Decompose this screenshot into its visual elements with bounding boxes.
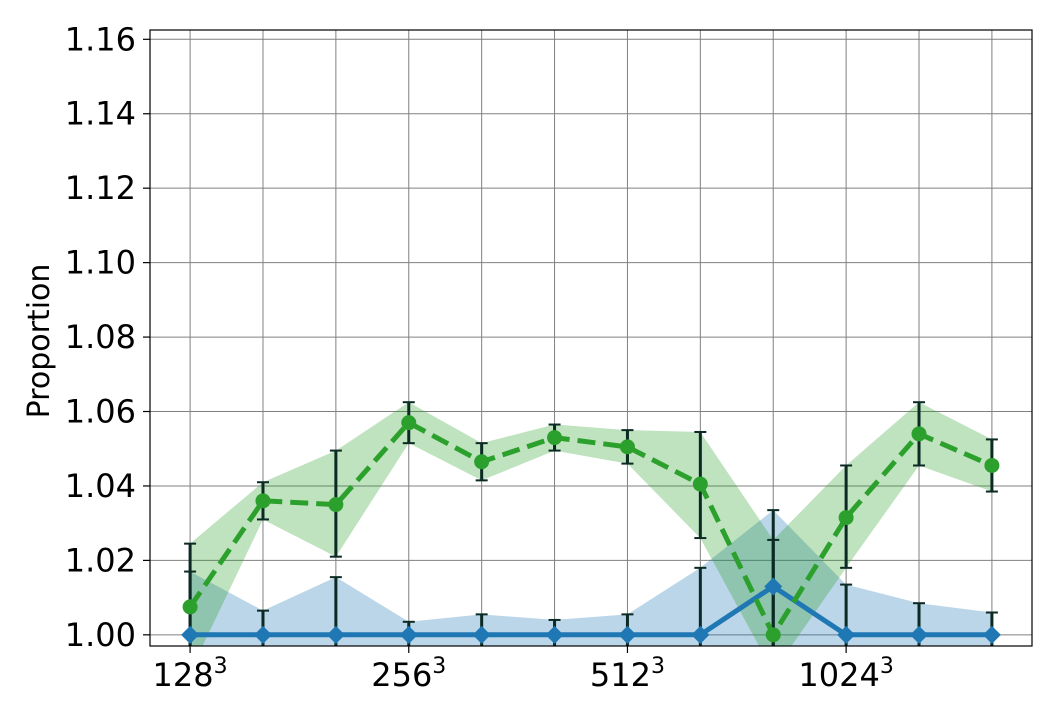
y-tick-label: 1.00: [65, 616, 136, 654]
data-point: [472, 625, 491, 644]
data-point: [837, 625, 856, 644]
y-tick-label: 1.04: [65, 467, 136, 505]
y-tick-label: 1.10: [65, 244, 136, 282]
data-point: [547, 430, 563, 446]
data-point: [618, 625, 637, 644]
data-point: [982, 625, 1001, 644]
y-tick-label: 1.12: [65, 169, 136, 207]
error-band: [190, 510, 992, 646]
data-point: [326, 625, 345, 644]
y-axis-label: Proportion: [22, 264, 57, 419]
series-lines: [188, 420, 993, 638]
data-point: [910, 625, 929, 644]
data-point: [765, 627, 781, 643]
y-tick-label: 1.14: [65, 95, 136, 133]
series-line: [188, 420, 993, 638]
error-bands: [190, 402, 992, 646]
data-point: [253, 625, 272, 644]
data-point: [764, 577, 783, 596]
data-point: [255, 493, 271, 509]
data-point: [692, 476, 708, 492]
data-point: [619, 439, 635, 455]
data-point: [401, 415, 417, 431]
x-tick-label: 10243: [798, 654, 893, 694]
data-point: [181, 625, 200, 644]
series-markers: [181, 415, 1001, 644]
data-point: [399, 625, 418, 644]
y-tick-label: 1.02: [65, 541, 136, 579]
data-point: [691, 625, 710, 644]
data-point: [838, 510, 854, 526]
plot-frame: [149, 29, 1033, 647]
axis-ticks: 1.00 1.02 1.04 1.06 1.08 1.10 1.12 1.14 1.16 1283…: [65, 20, 894, 694]
plot-background: [150, 30, 1032, 646]
y-tick-label: 1.16: [65, 20, 136, 58]
error-band: [190, 402, 992, 646]
data-point: [984, 457, 1000, 473]
y-tick-label: 1.06: [65, 393, 136, 431]
data-point: [182, 599, 198, 615]
data-point: [474, 454, 490, 470]
series-line: [190, 583, 992, 638]
x-tick-label: 2563: [371, 654, 446, 694]
x-tick-label: 1283: [153, 654, 228, 694]
data-point: [911, 426, 927, 442]
data-point: [545, 625, 564, 644]
y-tick-label: 1.08: [65, 318, 136, 356]
x-tick-label: 5123: [590, 654, 665, 694]
data-point: [328, 497, 344, 513]
